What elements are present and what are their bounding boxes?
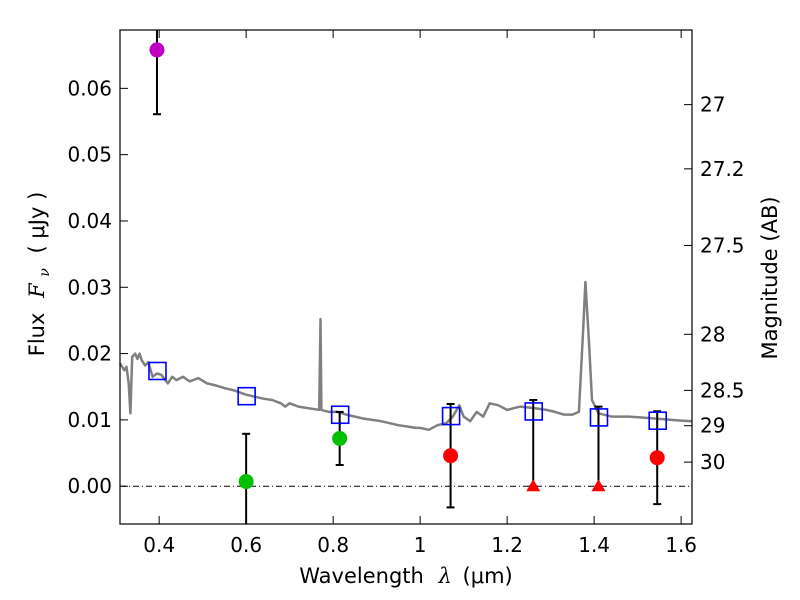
x-axis-label-unit: (μm) xyxy=(463,564,513,588)
mag-tick-label: 27.5 xyxy=(700,233,745,257)
mag-tick-label: 30 xyxy=(700,450,725,474)
x-axis-label-text: Wavelength xyxy=(299,564,424,588)
upper-limit-marker xyxy=(591,479,606,492)
model-photometry-marker xyxy=(648,411,668,431)
mag-tick-label: 28.5 xyxy=(700,378,745,402)
x-tick-label: 1.4 xyxy=(578,533,610,557)
model-photometry-marker xyxy=(524,402,544,421)
green-points-marker xyxy=(238,474,254,490)
mag-tick-label: 28 xyxy=(700,322,725,346)
y-axis-label-unit: ( μJy ) xyxy=(25,192,49,254)
model-photometry-marker xyxy=(237,386,256,406)
markers-group xyxy=(148,42,668,492)
green-points-marker xyxy=(332,430,348,446)
model-photometry-marker xyxy=(148,361,167,381)
y-tick-label: 0.01 xyxy=(67,408,112,432)
template-spectrum-line xyxy=(118,280,693,432)
x-tick-label: 1 xyxy=(414,533,427,557)
y2-axis-label: Magnitude (AB) xyxy=(758,196,782,359)
plot-frame xyxy=(119,29,693,525)
x-tick-label: 0.4 xyxy=(143,533,175,557)
y-tick-label: 0.03 xyxy=(67,275,112,299)
upper-limit-marker xyxy=(526,479,541,492)
x-axis-label-symbol: λ xyxy=(438,564,452,588)
y-axis-label-text: Flux xyxy=(25,313,49,357)
y-tick-label: 0.02 xyxy=(67,342,112,366)
y-axis-label-subscript: ν xyxy=(37,268,53,277)
y-axis-label-symbol: F xyxy=(25,282,49,299)
mag-tick-label: 29 xyxy=(700,414,725,438)
template-spectrum-group xyxy=(118,280,693,432)
errorbars-group xyxy=(152,30,662,524)
purple-point-marker xyxy=(149,42,165,58)
red-points-marker xyxy=(649,450,665,466)
y-tick-label: 0.06 xyxy=(67,76,112,100)
mag-tick-label: 27 xyxy=(700,93,725,117)
x-tick-label: 1.2 xyxy=(491,533,523,557)
x-tick-label: 0.8 xyxy=(317,533,349,557)
model-photometry-marker xyxy=(589,408,609,427)
x-tick-label: 0.6 xyxy=(230,533,262,557)
red-points-marker xyxy=(443,448,459,464)
x-axis: 0.4 0.6 0.8 1 1.2 1.4 1.6 xyxy=(143,30,697,557)
model-photometry-marker xyxy=(441,406,461,426)
y-tick-label: 0.00 xyxy=(67,474,112,498)
y-axis-left: 0.00 0.01 0.02 0.03 0.04 0.05 0.06 xyxy=(67,76,128,498)
y-tick-label: 0.05 xyxy=(67,143,112,167)
y-tick-label: 0.04 xyxy=(67,209,112,233)
model-photometry-marker xyxy=(330,405,350,425)
x-axis-label: Wavelength λ (μm) xyxy=(299,564,512,588)
y-axis-right: 27 27.2 27.5 28 28.5 29 30 xyxy=(684,93,745,474)
y-axis-label: Flux F ν ( μJy ) xyxy=(25,192,54,357)
mag-tick-label: 27.2 xyxy=(700,157,745,181)
x-tick-label: 1.6 xyxy=(665,533,697,557)
